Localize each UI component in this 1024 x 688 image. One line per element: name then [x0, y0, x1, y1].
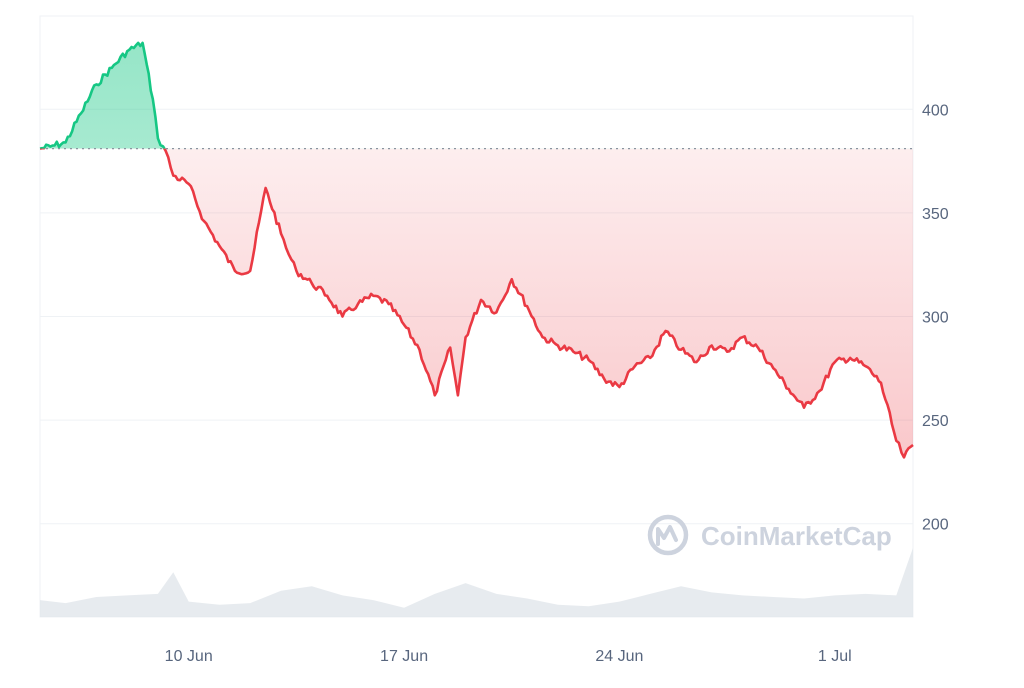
y-tick-label: 200: [922, 517, 949, 534]
y-tick-label: 250: [922, 413, 949, 430]
y-tick-label: 350: [922, 206, 949, 223]
x-tick-label: 17 Jun: [380, 648, 428, 665]
x-tick-label: 1 Jul: [818, 648, 852, 665]
x-axis: 10 Jun 17 Jun 24 Jun 1 Jul: [165, 648, 852, 665]
y-tick-label: 300: [922, 310, 949, 327]
coinmarketcap-watermark: CoinMarketCap: [647, 514, 892, 556]
watermark-text: CoinMarketCap: [701, 521, 892, 551]
loss-area: [164, 148, 913, 458]
y-axis: 200 250 300 350 400: [922, 102, 949, 533]
volume-shape: [40, 547, 913, 617]
price-areas: [40, 42, 913, 458]
price-lines: [39, 41, 914, 459]
volume-area: [40, 547, 913, 617]
coinmarketcap-logo-icon: [647, 514, 689, 556]
y-tick-label: 400: [922, 102, 949, 119]
x-tick-label: 24 Jun: [595, 648, 643, 665]
price-line-down: [40, 148, 914, 459]
x-tick-label: 10 Jun: [165, 648, 213, 665]
